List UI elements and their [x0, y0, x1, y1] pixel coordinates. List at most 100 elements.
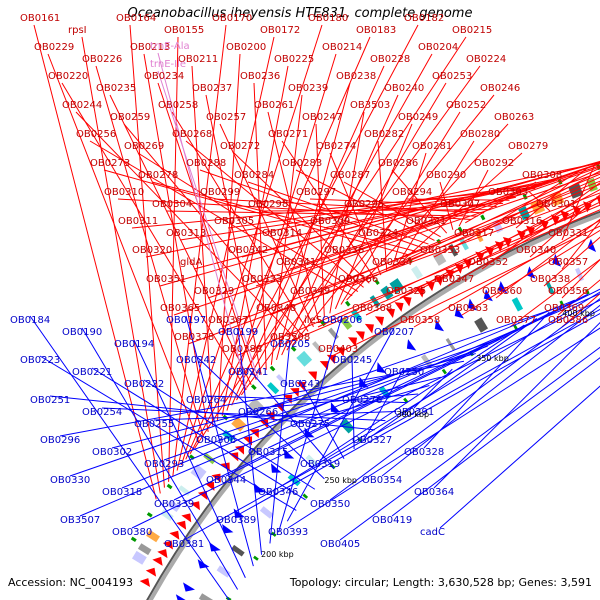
outer-marker: [480, 214, 486, 221]
reverse-gene-label: OB0419: [372, 515, 413, 526]
reverse-gene: [283, 448, 295, 459]
reverse-gene-label: OB0315: [248, 447, 289, 458]
forward-gene: [234, 445, 245, 455]
forward-gene-label: OB0320: [132, 245, 173, 256]
feature-block: [340, 316, 353, 330]
forward-leader-line: [561, 164, 596, 241]
outer-marker: [374, 279, 380, 285]
forward-gene-label: OB0224: [466, 54, 507, 65]
forward-gene: [181, 513, 192, 523]
outer-marker: [146, 512, 153, 518]
forward-leader-line: [323, 177, 562, 229]
rna-leader-line: [157, 52, 248, 390]
forward-gene: [176, 520, 187, 530]
forward-gene-label: OB0340: [516, 245, 557, 256]
forward-gene-label: OB0386: [548, 315, 589, 326]
reverse-gene-label: OB0302: [92, 447, 133, 458]
forward-gene-label: OB0225: [274, 54, 315, 65]
feature-block: [389, 278, 405, 294]
forward-leader-line: [461, 229, 600, 316]
forward-gene-label: OB0252: [446, 100, 487, 111]
forward-gene-label: OB0403: [318, 344, 359, 355]
kbp-tick-label: 200 kbp: [261, 549, 294, 559]
reverse-gene-label: OB0221: [72, 367, 113, 378]
inner-feature: [339, 418, 355, 434]
inner-marker: [253, 555, 259, 561]
feature-block: [518, 206, 531, 221]
forward-gene-label: OB0244: [62, 100, 103, 111]
reverse-leader-line: [121, 299, 575, 489]
forward-leader-line: [47, 53, 200, 443]
reverse-leader-line: [29, 315, 230, 600]
forward-leader-line: [447, 196, 600, 287]
reverse-leader-line: [247, 367, 335, 470]
inner-feature: [420, 354, 433, 368]
reverse-gene-label: OB0354: [362, 475, 403, 486]
reverse-leader-line: [371, 318, 538, 437]
forward-leader-line: [509, 258, 600, 328]
forward-leader-line: [346, 123, 509, 301]
reverse-gene-label: OB0207: [374, 327, 415, 338]
reverse-gene-label: cadC: [420, 527, 445, 538]
forward-leader-line: [123, 123, 304, 337]
forward-gene-label: OB0235: [96, 83, 137, 94]
forward-leader-line: [176, 36, 275, 471]
reverse-gene-label: OB0264: [186, 395, 227, 406]
forward-gene: [560, 210, 569, 222]
forward-leader-line: [216, 53, 241, 422]
forward-gene-label: OB0247: [302, 112, 343, 123]
outer-marker: [250, 384, 257, 390]
forward-gene-label: OB0321: [406, 216, 447, 227]
forward-gene-label: OB0170: [212, 13, 253, 24]
reverse-gene-label: OB0275: [290, 419, 331, 430]
forward-gene-label: OB0214: [322, 42, 363, 53]
feature-block: [137, 543, 152, 556]
feature-block: [411, 265, 423, 280]
forward-leader-line: [168, 36, 179, 482]
forward-gene-label: OB0183: [356, 25, 397, 36]
forward-gene-label: OB0234: [144, 71, 185, 82]
forward-leader-line: [157, 82, 257, 380]
inner-feature: [305, 454, 319, 468]
forward-gene: [374, 316, 385, 326]
reverse-gene-label: OB0393: [268, 527, 309, 538]
reverse-gene: [587, 238, 597, 252]
forward-gene-label: OB0200: [226, 42, 267, 53]
forward-gene-label: OB0256: [76, 129, 117, 140]
forward-gene-label: OB0180: [308, 13, 349, 24]
forward-leader-line: [404, 152, 523, 260]
forward-gene-label: OB0268: [172, 129, 213, 140]
reverse-leader-line: [267, 331, 513, 449]
reverse-gene: [183, 582, 195, 592]
forward-gene-label: OB0284: [234, 170, 275, 181]
forward-leader-line: [221, 65, 289, 416]
feature-block: [276, 374, 288, 386]
forward-leader-line: [253, 82, 267, 370]
reverse-gene-label: OB0364: [414, 487, 455, 498]
forward-leader-line: [269, 183, 600, 316]
forward-gene: [211, 473, 221, 483]
forward-gene-label: OB3508: [270, 332, 311, 343]
reverse-leader-line: [439, 385, 600, 529]
reverse-gene-label: OB0318: [102, 487, 143, 498]
forward-gene-label: OB0358: [400, 315, 441, 326]
forward-gene-label: OB0317: [454, 228, 495, 239]
reverse-gene-label: OB0293: [144, 459, 185, 470]
forward-leader-line: [207, 165, 600, 299]
forward-gene-label: OB0215: [452, 25, 493, 36]
reverse-gene-label: OB0266: [238, 407, 279, 418]
reverse-gene-label: OB0243: [280, 379, 321, 390]
forward-gene-label: OB0308: [522, 170, 563, 181]
forward-gene-label: OB0303: [488, 187, 529, 198]
forward-gene: [152, 556, 163, 566]
forward-gene-label: OB0333: [242, 274, 283, 285]
forward-leader-line: [515, 166, 589, 229]
forward-leader-line: [191, 65, 214, 427]
reverse-leader-line: [69, 305, 563, 477]
inner-feature: [511, 297, 524, 312]
forward-gene-label: OB0226: [82, 54, 123, 65]
forward-leader-line: [145, 162, 600, 258]
forward-gene-label: OB0307: [440, 199, 481, 210]
outer-marker: [290, 345, 297, 352]
reverse-gene-label: OB0346: [258, 487, 299, 498]
